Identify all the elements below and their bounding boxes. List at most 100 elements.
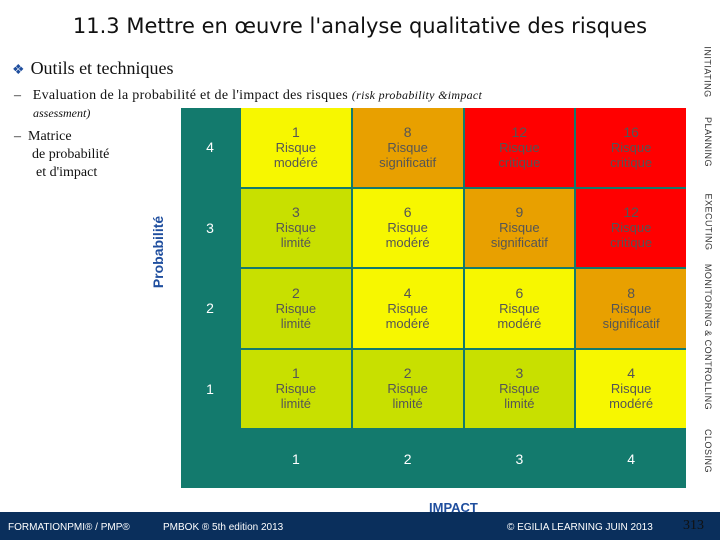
probability-row-label: 3 — [206, 219, 214, 236]
cell-score: 3 — [515, 365, 524, 382]
matrix-cell: 1 Risque modéré — [241, 108, 351, 187]
sidebar-item-monitoring[interactable]: MONITORING & CONTROLLING — [696, 262, 720, 412]
cell-label: Risque — [610, 139, 652, 155]
item1-italic: (risk probability &impact — [351, 88, 483, 102]
footer-middle: PMBOK ® 5th edition 2013 — [163, 522, 284, 533]
slide-title: 11.3 Mettre en œuvre l'analyse qualitati… — [72, 14, 648, 38]
dash-1: – — [14, 88, 22, 103]
matrix-cell: 2 Risque limité — [352, 349, 463, 428]
footer-right: © EGILIA LEARNING JUIN 2013 — [507, 522, 653, 533]
probability-row-label: 4 — [206, 139, 214, 156]
cell-level: modéré — [385, 235, 430, 251]
cell-label: Risque — [499, 220, 540, 236]
item1-text: Evaluation de la probabilité et de l'imp… — [32, 88, 348, 103]
cell-level: limité — [504, 396, 535, 412]
matrix-cell: 3 Risque limité — [464, 349, 575, 428]
item1-line2: assessment) — [33, 106, 91, 120]
cell-level: modéré — [497, 315, 542, 331]
cell-level: critique — [610, 235, 653, 251]
item2-line2: de probabilité — [32, 147, 110, 162]
impact-column-label: 1 — [291, 451, 300, 467]
process-group-sidebar: INITIATING PLANNING EXECUTING MONITORING… — [696, 42, 720, 490]
item2-line1: Matrice — [28, 129, 72, 144]
cell-label: Risque — [387, 220, 428, 236]
page-number: 313 — [683, 518, 704, 533]
matrix-cell: 1 Risque limité — [241, 349, 351, 428]
sidebar-item-closing[interactable]: CLOSING — [696, 412, 720, 490]
matrix-cell: 4 Risque modéré — [576, 349, 686, 428]
sidebar-item-executing[interactable]: EXECUTING — [696, 182, 720, 262]
cell-score: 12 — [623, 204, 639, 221]
cell-level: limité — [280, 315, 312, 331]
cell-label: Risque — [275, 139, 317, 155]
matrix-cell: 3 Risque limité — [241, 188, 351, 267]
cell-label: Risque — [610, 381, 652, 397]
cell-label: Risque — [499, 381, 540, 397]
cell-label: Risque — [275, 300, 317, 316]
cell-level: modéré — [273, 154, 318, 170]
sidebar-label-initiating: INITIATING — [703, 46, 713, 98]
cell-score: 6 — [515, 284, 524, 301]
cell-level: significatif — [379, 154, 437, 170]
cell-label: Risque — [275, 220, 317, 236]
cell-level: limité — [280, 235, 312, 251]
cell-level: limité — [392, 396, 423, 412]
cell-score: 8 — [403, 123, 412, 140]
cell-score: 16 — [623, 123, 639, 140]
matrix-cell: 8 Risque significatif — [352, 108, 463, 187]
matrix-cell: 4 Risque modéré — [352, 269, 463, 348]
cell-level: significatif — [490, 235, 548, 251]
cell-level: critique — [610, 154, 653, 170]
cell-label: Risque — [275, 381, 317, 397]
probability-row-label: 1 — [206, 380, 214, 397]
probability-impact-matrix: 4 1 Risque modéré 8 Risque significatif 12 Risqu… — [181, 108, 686, 488]
sidebar-label-closing: CLOSING — [703, 428, 714, 474]
probability-axis-label: Probabilité — [150, 215, 166, 289]
bullet-item-1: – Evaluation de la probabilité et de l'i… — [14, 88, 482, 104]
matrix-cell: 16 Risque critique — [576, 108, 686, 187]
cell-level: significatif — [602, 315, 660, 331]
cell-score: 12 — [511, 123, 528, 140]
item2-line3: et d'impact — [36, 165, 98, 180]
cell-score: 3 — [291, 204, 300, 221]
footer-bar: FORMATIONPMI® / PMP® PMBOK ® 5th edition… — [0, 512, 720, 540]
matrix-cell: 12 Risque critique — [464, 108, 575, 187]
matrix-cell: 2 Risque limité — [241, 269, 351, 348]
cell-level: critique — [498, 154, 541, 170]
cell-score: 4 — [403, 284, 412, 301]
impact-column-label: 2 — [403, 451, 412, 467]
cell-score: 1 — [291, 365, 300, 382]
cell-label: Risque — [610, 220, 652, 236]
footer-left: FORMATIONPMI® / PMP® — [8, 522, 130, 533]
matrix-cell: 6 Risque modéré — [352, 188, 463, 267]
sidebar-label-planning: PLANNING — [703, 116, 714, 168]
bullet-item-2: – Matrice de probabilité et d'impact — [14, 128, 109, 182]
sidebar-item-planning[interactable]: PLANNING — [696, 102, 720, 182]
cell-label: Risque — [499, 300, 540, 316]
cell-label: Risque — [387, 300, 428, 316]
sidebar-item-initiating[interactable]: INITIATING — [696, 42, 720, 102]
probability-row-label: 2 — [206, 300, 214, 317]
cell-label: Risque — [610, 300, 652, 316]
cell-level: limité — [280, 396, 312, 412]
matrix-cell: 8 Risque significatif — [576, 269, 686, 348]
cell-level: modéré — [385, 315, 430, 331]
matrix-cell: 6 Risque modéré — [464, 269, 575, 348]
cell-label: Risque — [387, 381, 428, 397]
section-heading: ❖ Outils et techniques — [12, 58, 174, 79]
section-heading-text: Outils et techniques — [30, 58, 174, 78]
sidebar-label-executing: EXECUTING — [703, 193, 714, 251]
cell-score: 4 — [627, 365, 636, 382]
matrix-cell: 12 Risque critique — [576, 188, 686, 267]
cell-score: 9 — [515, 204, 524, 221]
cell-score: 6 — [403, 204, 412, 221]
impact-column-label: 3 — [515, 451, 524, 467]
dash-2: – — [14, 129, 21, 144]
cell-score: 2 — [291, 284, 300, 301]
cell-score: 2 — [403, 365, 412, 382]
sidebar-label-monitoring: MONITORING & CONTROLLING — [703, 263, 714, 411]
impact-column-label: 4 — [627, 451, 636, 467]
cell-label: Risque — [387, 139, 428, 155]
impact-axis-label: IMPACT — [429, 500, 478, 515]
cell-score: 1 — [291, 123, 300, 140]
